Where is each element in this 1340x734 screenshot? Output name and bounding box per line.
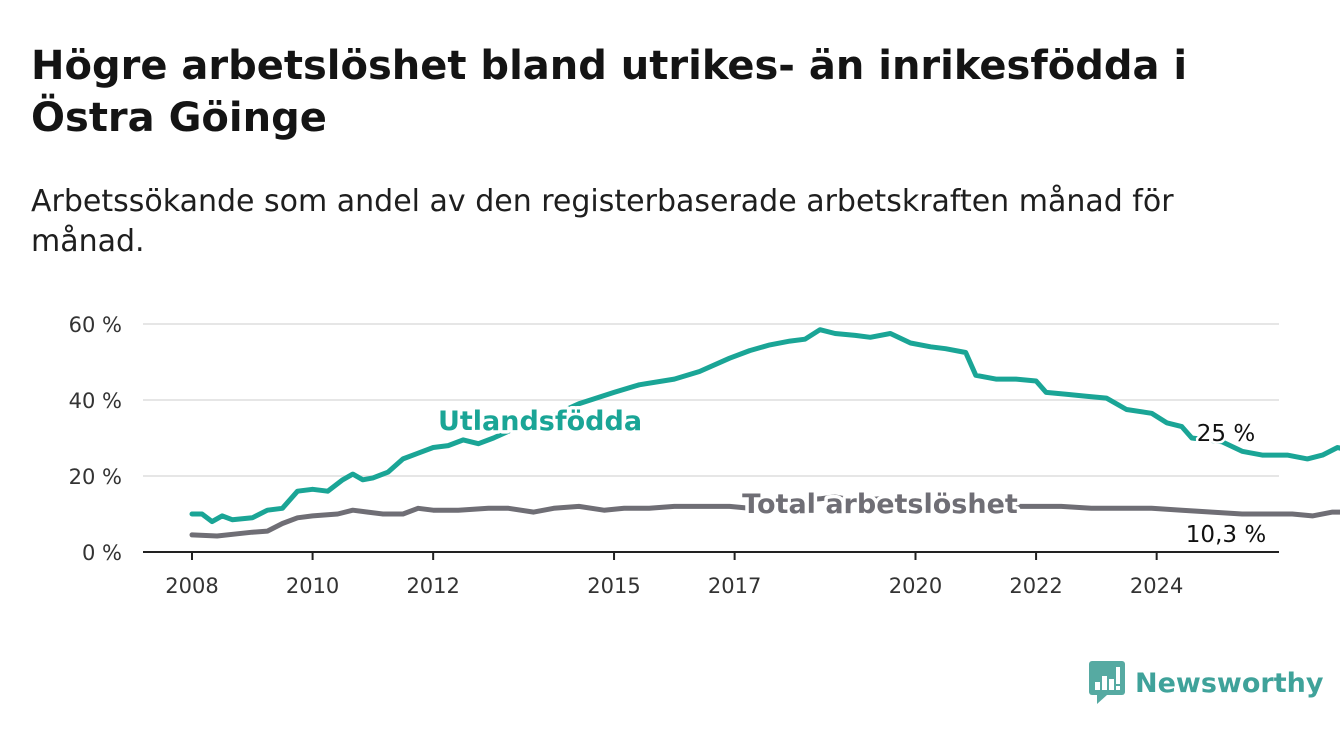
x-tick-label: 2015 [587, 574, 640, 598]
line-chart: 0 % 20 % 40 % 60 % 2008 2010 2012 2015 2017 2020 2… [69, 313, 1340, 598]
end-value-label-total: 10,3 % [1186, 522, 1266, 548]
x-tick-label: 2024 [1130, 574, 1183, 598]
bar-chart-logo-icon [1089, 661, 1125, 704]
x-tick-label: 2010 [286, 574, 339, 598]
y-tick-label: 40 % [69, 389, 122, 413]
series-line-total [189, 494, 1340, 539]
x-tick-label: 2017 [708, 574, 761, 598]
brand-name: Newsworthy [1135, 667, 1324, 699]
x-tick-label: 2020 [889, 574, 942, 598]
y-tick-label: 0 % [82, 541, 122, 565]
chart-subtitle: Arbetssökande som andel av den registerb… [31, 184, 1174, 259]
end-value-label-utlandsfodda: 25 % [1197, 421, 1255, 447]
y-tick-label: 20 % [69, 465, 122, 489]
x-tick-label: 2012 [406, 574, 459, 598]
newsworthy-logo: Newsworthy [1089, 661, 1323, 705]
x-tick-label: 2008 [165, 574, 218, 598]
chart-title: Högre arbetslöshet bland utrikes- än inr… [31, 43, 1188, 141]
y-tick-label: 60 % [69, 313, 122, 337]
series-line-utlandsfodda [189, 327, 1340, 525]
x-tick-label: 2022 [1009, 574, 1062, 598]
series-label-total: Total arbetslöshet [742, 489, 1018, 520]
series-label-utlandsfodda: Utlandsfödda [438, 406, 642, 437]
